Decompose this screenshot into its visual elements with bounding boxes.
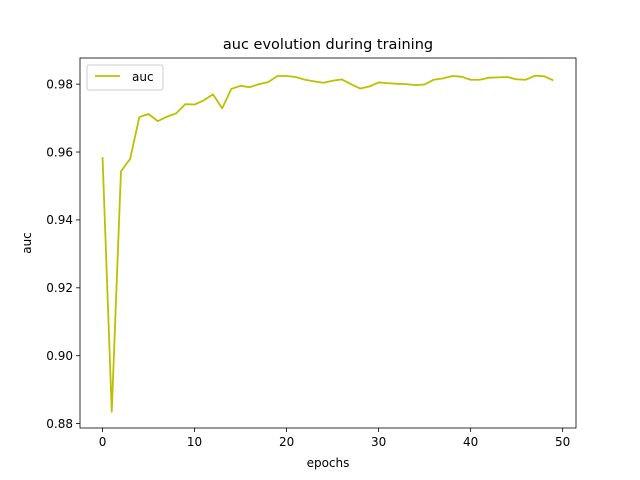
chart-title: auc evolution during training <box>223 37 433 53</box>
x-axis: 0 10 20 30 40 50 <box>99 428 570 449</box>
y-tick-label: 0.90 <box>46 349 73 363</box>
y-tick-label: 0.94 <box>46 213 73 227</box>
y-tick-label: 0.98 <box>46 77 73 91</box>
plot-area <box>79 57 577 429</box>
x-tick-label: 20 <box>279 435 294 449</box>
series-line-auc <box>101 74 554 413</box>
x-axis-label: epochs <box>307 456 350 470</box>
legend-label: auc <box>132 70 154 84</box>
y-axis-label: auc <box>20 232 34 254</box>
series-layer <box>101 74 554 413</box>
x-tick-label: 0 <box>99 435 107 449</box>
y-tick-label: 0.88 <box>46 417 73 431</box>
x-tick-label: 10 <box>187 435 202 449</box>
legend: auc <box>86 64 164 91</box>
y-tick-label: 0.96 <box>46 145 73 159</box>
x-tick-label: 40 <box>463 435 478 449</box>
x-tick-label: 30 <box>371 435 386 449</box>
y-tick-label: 0.92 <box>46 281 73 295</box>
y-axis: 0.88 0.90 0.92 0.94 0.96 0.98 <box>46 77 80 431</box>
x-tick-label: 50 <box>555 435 570 449</box>
legend-box <box>86 64 164 91</box>
